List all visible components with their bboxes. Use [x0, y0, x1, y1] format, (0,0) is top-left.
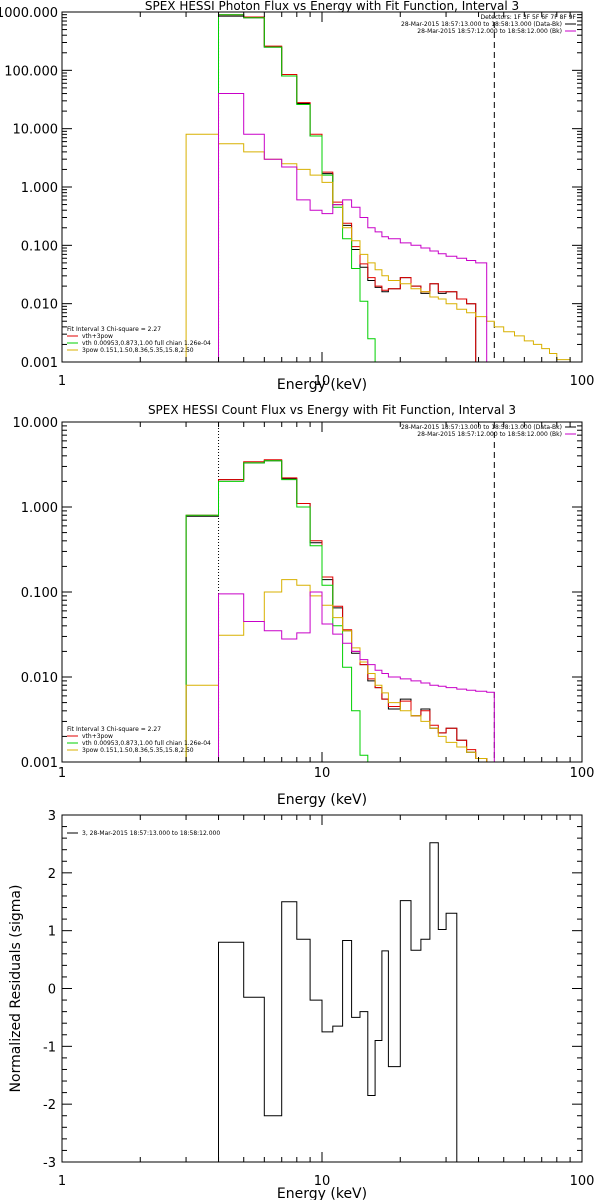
plot-frame [61, 11, 583, 363]
series-line-1 [218, 842, 458, 1162]
legend-entry-text: 28-Mar-2015 18:57:12.000 to 18:58:12.000… [417, 28, 562, 35]
legend-left: Fit Interval 3 Chi-square = 2.27vth+3pow… [67, 726, 211, 754]
x-axis-label: Energy (keV) [277, 1186, 367, 1200]
x-tick-label: 100 [570, 1174, 595, 1189]
y-tick-label: 0.100 [21, 239, 58, 254]
y-tick-label: 0.001 [21, 756, 58, 771]
y-tick-label: 0.010 [21, 298, 58, 313]
series-line-3 [218, 14, 376, 362]
legend-left: Fit Interval 3 Chi-square = 2.27vth+3pow… [67, 326, 211, 354]
y-tick-label: 10.000 [13, 416, 59, 431]
y-tick-label: 1000.000 [0, 6, 58, 21]
legend-entry-text: vth 0.00953,0.873,1.00 full chian 1.26e-… [82, 740, 211, 747]
x-axis-label: Energy (keV) [277, 792, 367, 808]
chart-panel-3: 1 10 100 -3 -2 -1 0 1 2 3 Energy (keV) Normalized R… [8, 809, 594, 1200]
series-line-2 [185, 459, 495, 762]
legend-entry-text: 3pow 0.151,1.50,8.36,5.35,15.8,2.50 [82, 747, 194, 754]
legend-entry-text: 28-Mar-2015 18:57:13.000 to 18:58:13.000… [401, 424, 562, 431]
legend-right: 28-Mar-2015 18:57:13.000 to 18:58:13.000… [401, 424, 576, 438]
chart-title: SPEX HESSI Count Flux vs Energy with Fit… [148, 403, 516, 417]
legend-header: Fit Interval 3 Chi-square = 2.27 [67, 726, 161, 733]
legend-entry-text: vth+3pow [82, 333, 113, 340]
series-line-2 [218, 14, 477, 362]
x-tick-label: 10 [314, 766, 331, 781]
y-tick-label: 0.001 [21, 356, 58, 371]
y-tick-label: 1.000 [21, 501, 58, 516]
legend-entry-text: vth+3pow [82, 733, 113, 740]
y-tick-label: -2 [43, 1098, 56, 1113]
y-axis-label: Normalized Residuals (sigma) [8, 885, 24, 1093]
y-tick-label: 10.000 [13, 123, 59, 138]
chart-panel-1: 1 10 100 0.001 0.010 0.100 1.000 10.000 100.000 1… [0, 0, 594, 393]
y-tick-label: 1.000 [21, 181, 58, 196]
series-line-5 [218, 93, 488, 362]
x-tick-label: 1 [58, 766, 66, 781]
x-tick-label: 100 [570, 374, 595, 389]
y-tick-label: 0.100 [21, 586, 58, 601]
x-tick-label: 10 [314, 1174, 331, 1189]
legend-right: Detectors: 1F 3F 5F 6F 7F 8F 9F28-Mar-20… [401, 14, 577, 35]
plot-area [185, 422, 495, 762]
legend-header: Fit Interval 3 Chi-square = 2.27 [67, 326, 161, 333]
y-tick-label: 0 [48, 983, 56, 998]
series-line-5 [218, 591, 495, 762]
y-tick-label: -3 [43, 1156, 56, 1171]
x-tick-label: 10 [314, 374, 331, 389]
x-axis-label: Energy (keV) [277, 377, 367, 393]
x-tick-label: 1 [58, 1174, 66, 1189]
chart-panel-2: 1 10 100 0.001 0.010 0.100 1.000 10.000 SPEX HES… [13, 403, 595, 808]
x-tick-label: 100 [570, 766, 595, 781]
legend-entry-text: vth 0.00953,0.873,1.00 full chian 1.26e-… [82, 340, 211, 347]
legend-entry-text: 3pow 0.151,1.50,8.36,5.35,15.8,2.50 [82, 347, 194, 354]
plot-area [185, 12, 571, 362]
y-tick-label: 2 [48, 867, 56, 882]
y-tick-label: -1 [43, 1040, 56, 1055]
legend-entry-text: 3, 28-Mar-2015 18:57:13.000 to 18:58:12.… [82, 830, 220, 837]
plot-area [218, 842, 458, 1162]
series-line-3 [185, 460, 369, 762]
chart-title: SPEX HESSI Photon Flux vs Energy with Fi… [145, 0, 519, 13]
legend-header: Detectors: 1F 3F 5F 6F 7F 8F 9F [480, 14, 576, 21]
y-tick-label: 100.000 [4, 64, 58, 79]
legend-entry-text: 28-Mar-2015 18:57:12.000 to 18:58:12.000… [417, 431, 562, 438]
series-line-1 [218, 15, 477, 362]
plot-frame [61, 814, 583, 1163]
series-line-4 [185, 133, 571, 362]
legend-left: 3, 28-Mar-2015 18:57:13.000 to 18:58:12.… [67, 830, 220, 837]
series-line-1 [185, 460, 495, 762]
y-tick-label: 1 [48, 925, 56, 940]
legend-entry-text: 28-Mar-2015 18:57:13.000 to 18:58:13.000… [401, 21, 562, 28]
y-tick-label: 3 [48, 809, 56, 824]
x-tick-label: 1 [58, 374, 66, 389]
y-tick-label: 0.010 [21, 671, 58, 686]
series-line-4 [185, 579, 495, 762]
